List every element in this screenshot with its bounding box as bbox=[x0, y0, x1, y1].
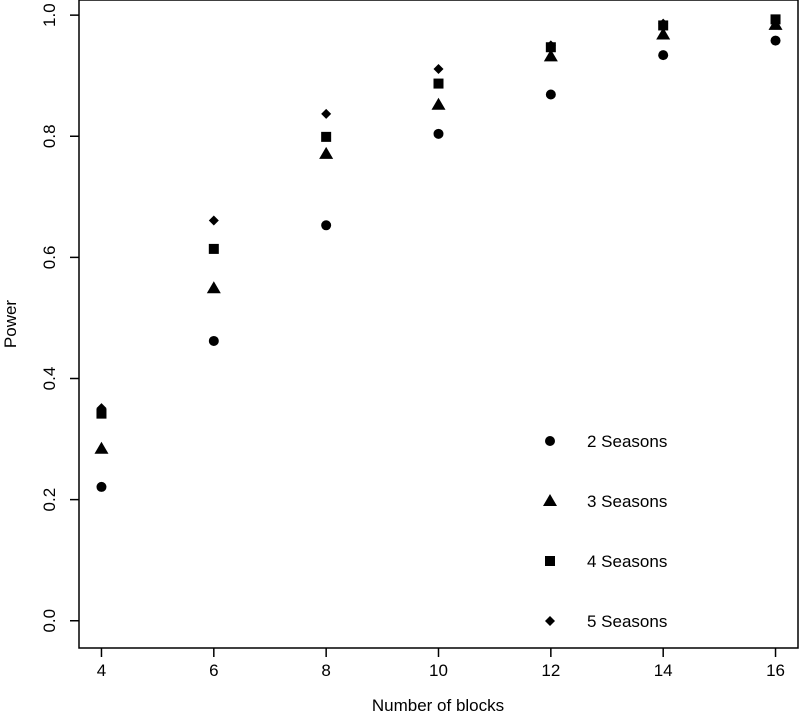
plot-frame bbox=[78, 0, 799, 649]
data-point-diamond bbox=[433, 64, 444, 75]
data-point-diamond bbox=[208, 215, 219, 226]
data-point-circle bbox=[208, 335, 219, 346]
legend: 2 Seasons 3 Seasons 4 Seasons 5 Seasons bbox=[543, 432, 667, 631]
data-point-circle bbox=[770, 35, 781, 46]
legend-marker-triangle bbox=[543, 494, 557, 506]
data-point-circle bbox=[96, 481, 107, 492]
y-tick-label: 0.0 bbox=[40, 609, 59, 633]
data-point-circle bbox=[433, 128, 444, 139]
data-point-circle bbox=[545, 89, 556, 100]
legend-label: 5 Seasons bbox=[587, 612, 667, 631]
data-point-diamond bbox=[96, 403, 107, 414]
x-tick-label: 10 bbox=[429, 661, 448, 680]
data-point-diamond bbox=[658, 18, 669, 29]
legend-label: 2 Seasons bbox=[587, 432, 667, 451]
x-tick-label: 12 bbox=[541, 661, 560, 680]
data-point-circle bbox=[658, 50, 669, 61]
x-tick-label: 14 bbox=[654, 661, 673, 680]
data-point-circle bbox=[321, 220, 332, 231]
y-tick-label: 1.0 bbox=[40, 3, 59, 27]
y-tick-label: 0.8 bbox=[40, 124, 59, 148]
y-tick-label: 0.6 bbox=[40, 246, 59, 270]
y-axis: 0.0 0.2 0.4 0.6 0.8 1.0 bbox=[40, 3, 79, 633]
data-point-triangle bbox=[94, 441, 109, 454]
data-point-triangle bbox=[206, 281, 221, 294]
legend-marker-diamond bbox=[545, 616, 555, 626]
data-point-diamond bbox=[770, 14, 781, 25]
legend-marker-square bbox=[545, 556, 555, 566]
y-tick-label: 0.2 bbox=[40, 488, 59, 512]
data-point-square bbox=[433, 78, 444, 89]
data-point-diamond bbox=[321, 108, 332, 119]
legend-marker-circle bbox=[545, 436, 555, 446]
data-point-diamond bbox=[545, 40, 556, 51]
x-axis-title: Number of blocks bbox=[372, 696, 504, 715]
y-axis-title: Power bbox=[1, 300, 20, 349]
x-tick-label: 6 bbox=[209, 661, 218, 680]
data-point-square bbox=[321, 131, 332, 142]
x-tick-label: 8 bbox=[321, 661, 330, 680]
x-tick-label: 4 bbox=[97, 661, 106, 680]
data-point-triangle bbox=[656, 27, 671, 40]
y-tick-label: 0.4 bbox=[40, 367, 59, 391]
x-tick-label: 16 bbox=[766, 661, 785, 680]
x-axis: 4 6 8 10 12 14 16 bbox=[97, 648, 785, 680]
data-point-square bbox=[96, 408, 107, 419]
legend-label: 3 Seasons bbox=[587, 492, 667, 511]
data-points bbox=[94, 14, 783, 492]
legend-label: 4 Seasons bbox=[587, 552, 667, 571]
data-point-triangle bbox=[543, 49, 558, 62]
data-point-triangle bbox=[431, 97, 446, 110]
data-point-triangle bbox=[319, 146, 334, 159]
data-point-square bbox=[208, 243, 219, 254]
